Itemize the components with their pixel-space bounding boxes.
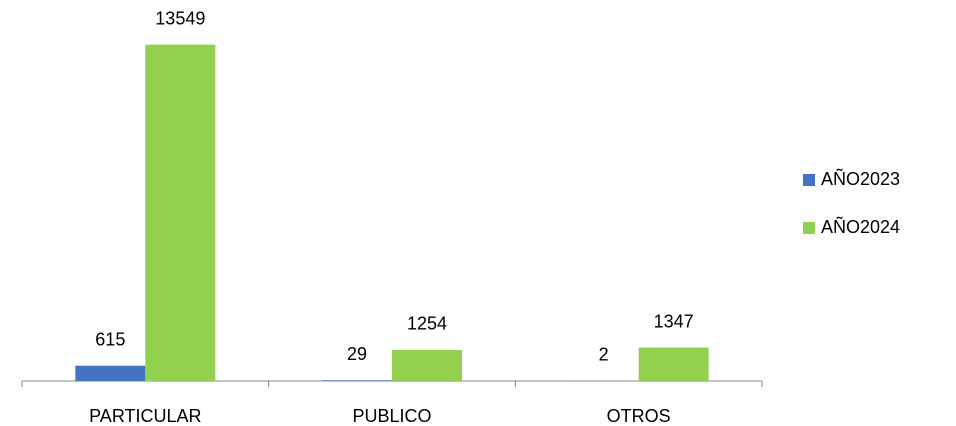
bar [638, 347, 709, 381]
x-tick-label: OTROS [607, 406, 671, 426]
bar [145, 44, 216, 382]
bar [75, 365, 146, 381]
x-tick-label: PUBLICO [352, 406, 431, 426]
data-label: 615 [95, 329, 125, 349]
legend-swatch [803, 222, 815, 234]
data-label: 1347 [654, 311, 694, 331]
data-label: 1254 [407, 314, 447, 334]
data-label: 13549 [155, 8, 205, 28]
data-label: 2 [599, 345, 609, 365]
bar [322, 380, 392, 381]
x-tick-label: PARTICULAR [89, 406, 201, 426]
legend-label: AÑO2024 [821, 216, 900, 237]
bar [392, 349, 462, 381]
legend-swatch [803, 174, 815, 186]
data-label: 29 [347, 344, 367, 364]
legend-label: AÑO2023 [821, 168, 900, 189]
